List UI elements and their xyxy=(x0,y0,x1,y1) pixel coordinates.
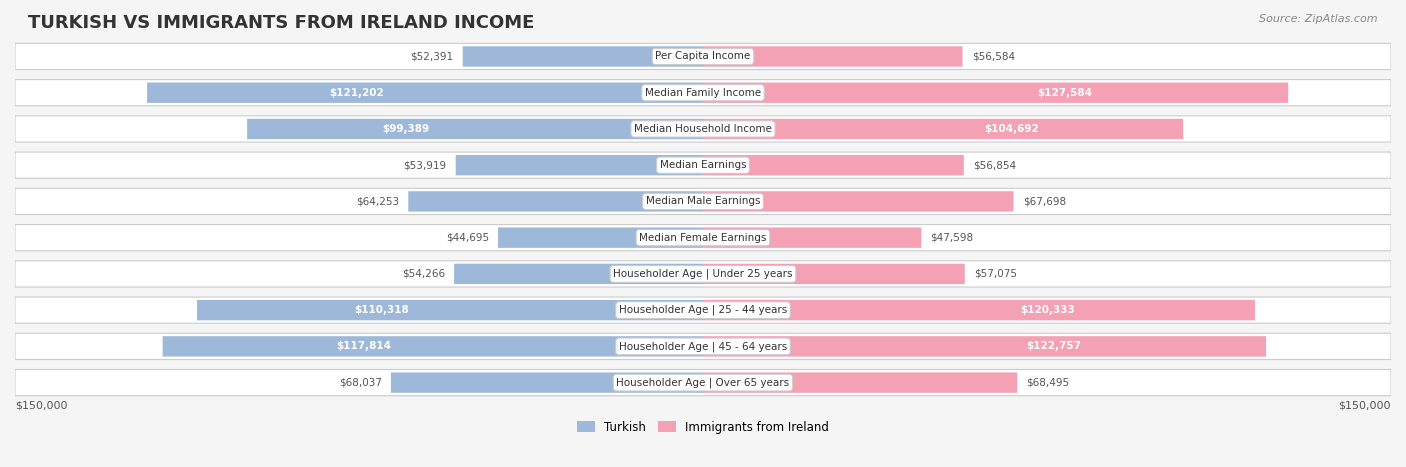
Text: Householder Age | Under 25 years: Householder Age | Under 25 years xyxy=(613,269,793,279)
Text: TURKISH VS IMMIGRANTS FROM IRELAND INCOME: TURKISH VS IMMIGRANTS FROM IRELAND INCOM… xyxy=(28,14,534,32)
FancyBboxPatch shape xyxy=(703,191,1014,212)
Text: Median Male Earnings: Median Male Earnings xyxy=(645,197,761,206)
Text: $110,318: $110,318 xyxy=(354,305,409,315)
FancyBboxPatch shape xyxy=(703,119,1184,139)
Text: Median Female Earnings: Median Female Earnings xyxy=(640,233,766,243)
Text: $117,814: $117,814 xyxy=(336,341,391,351)
FancyBboxPatch shape xyxy=(703,46,963,67)
FancyBboxPatch shape xyxy=(703,83,1288,103)
Text: $127,584: $127,584 xyxy=(1036,88,1092,98)
Text: $150,000: $150,000 xyxy=(1339,401,1391,411)
Text: $120,333: $120,333 xyxy=(1021,305,1076,315)
Text: Householder Age | 45 - 64 years: Householder Age | 45 - 64 years xyxy=(619,341,787,352)
FancyBboxPatch shape xyxy=(703,155,963,176)
FancyBboxPatch shape xyxy=(454,264,703,284)
Text: $122,757: $122,757 xyxy=(1026,341,1081,351)
FancyBboxPatch shape xyxy=(15,333,1391,360)
Text: $68,037: $68,037 xyxy=(339,378,382,388)
Text: $56,854: $56,854 xyxy=(973,160,1017,170)
Text: $150,000: $150,000 xyxy=(15,401,67,411)
Text: $121,202: $121,202 xyxy=(329,88,384,98)
FancyBboxPatch shape xyxy=(15,43,1391,70)
FancyBboxPatch shape xyxy=(15,225,1391,251)
FancyBboxPatch shape xyxy=(15,116,1391,142)
FancyBboxPatch shape xyxy=(163,336,703,357)
FancyBboxPatch shape xyxy=(498,227,703,248)
FancyBboxPatch shape xyxy=(15,261,1391,287)
Text: Source: ZipAtlas.com: Source: ZipAtlas.com xyxy=(1260,14,1378,24)
FancyBboxPatch shape xyxy=(15,79,1391,106)
Text: $54,266: $54,266 xyxy=(402,269,444,279)
FancyBboxPatch shape xyxy=(391,373,703,393)
FancyBboxPatch shape xyxy=(456,155,703,176)
Text: $64,253: $64,253 xyxy=(356,197,399,206)
Text: $44,695: $44,695 xyxy=(446,233,489,243)
FancyBboxPatch shape xyxy=(247,119,703,139)
Text: $56,584: $56,584 xyxy=(972,51,1015,62)
FancyBboxPatch shape xyxy=(703,264,965,284)
Text: $104,692: $104,692 xyxy=(984,124,1039,134)
Text: Householder Age | 25 - 44 years: Householder Age | 25 - 44 years xyxy=(619,305,787,315)
Text: Householder Age | Over 65 years: Householder Age | Over 65 years xyxy=(616,377,790,388)
Text: Median Family Income: Median Family Income xyxy=(645,88,761,98)
FancyBboxPatch shape xyxy=(703,336,1265,357)
Text: $67,698: $67,698 xyxy=(1022,197,1066,206)
FancyBboxPatch shape xyxy=(197,300,703,320)
Text: $99,389: $99,389 xyxy=(382,124,430,134)
FancyBboxPatch shape xyxy=(703,373,1017,393)
FancyBboxPatch shape xyxy=(15,152,1391,178)
FancyBboxPatch shape xyxy=(703,300,1256,320)
FancyBboxPatch shape xyxy=(15,297,1391,323)
Text: $53,919: $53,919 xyxy=(404,160,447,170)
FancyBboxPatch shape xyxy=(703,227,921,248)
Text: $57,075: $57,075 xyxy=(974,269,1017,279)
FancyBboxPatch shape xyxy=(408,191,703,212)
Text: Per Capita Income: Per Capita Income xyxy=(655,51,751,62)
Text: $47,598: $47,598 xyxy=(931,233,973,243)
Legend: Turkish, Immigrants from Ireland: Turkish, Immigrants from Ireland xyxy=(572,416,834,439)
Text: Median Earnings: Median Earnings xyxy=(659,160,747,170)
FancyBboxPatch shape xyxy=(15,188,1391,214)
Text: Median Household Income: Median Household Income xyxy=(634,124,772,134)
FancyBboxPatch shape xyxy=(15,369,1391,396)
FancyBboxPatch shape xyxy=(148,83,703,103)
Text: $52,391: $52,391 xyxy=(411,51,454,62)
Text: $68,495: $68,495 xyxy=(1026,378,1070,388)
FancyBboxPatch shape xyxy=(463,46,703,67)
